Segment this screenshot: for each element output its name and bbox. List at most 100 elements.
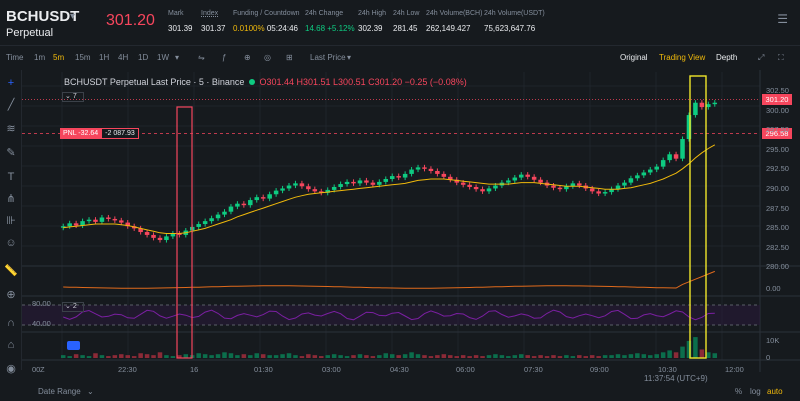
ohlc-change: −0.25 (−0.08%) <box>404 77 467 87</box>
volume-bar <box>531 356 537 358</box>
low-value: 281.45 <box>393 24 418 33</box>
volume-quote-stat: 24h Volume(USDT) 75,623,647.76 <box>484 10 545 33</box>
volume-bar <box>112 355 118 358</box>
fullscreen-icon[interactable]: ⤢ <box>758 53 765 62</box>
screenshot-icon[interactable]: ◎ <box>264 53 271 62</box>
candle-body <box>422 167 427 169</box>
index-price-stat[interactable]: Index 301.37 <box>201 10 225 33</box>
interval-5m[interactable]: 5m <box>53 53 65 62</box>
high-stat: 24h High 302.39 <box>358 10 386 33</box>
price-type-select[interactable]: Last Price <box>310 53 346 62</box>
volume-bar <box>544 356 550 358</box>
candle-body <box>473 186 479 190</box>
time-axis-label: 03:00 <box>322 365 341 374</box>
interval-15m[interactable]: 15m <box>75 53 91 62</box>
ruler-icon[interactable]: 📏 <box>4 265 18 277</box>
candle-body <box>241 203 247 206</box>
interval-1w[interactable]: 1W <box>157 53 169 62</box>
interval-4h[interactable]: 4H <box>118 53 129 62</box>
pattern-icon[interactable]: ⋔ <box>6 193 16 205</box>
volume-bar <box>389 354 395 358</box>
view-depth[interactable]: Depth <box>716 53 738 62</box>
interval-1d[interactable]: 1D <box>138 53 149 62</box>
candle-body <box>157 237 163 241</box>
low-stat: 24h Low 281.45 <box>393 10 419 33</box>
volume-bar <box>99 355 105 358</box>
candle-body <box>293 183 298 186</box>
fx-icon[interactable]: ƒ <box>222 53 227 62</box>
candle-body <box>486 188 492 192</box>
crosshair-icon[interactable]: + <box>7 77 15 89</box>
interval-time[interactable]: Time <box>6 53 24 62</box>
interval-1m[interactable]: 1m <box>34 53 46 62</box>
candle-body <box>628 178 634 183</box>
timezone-z-icon[interactable]: Z <box>40 365 45 374</box>
indicators-icon[interactable]: ⇋ <box>198 53 205 62</box>
candle-body <box>435 171 440 174</box>
volume-bar <box>480 356 485 358</box>
volume-bar <box>596 356 601 358</box>
volume-bar <box>306 354 311 358</box>
interval-1h[interactable]: 1H <box>99 53 110 62</box>
price-axis-label: 292.50 <box>766 164 789 174</box>
candle-body <box>693 102 698 116</box>
volume-bar <box>460 355 466 358</box>
date-range-button[interactable]: Date Range <box>38 387 81 396</box>
price-axis-label: 280.00 <box>766 262 789 272</box>
volume-bar <box>622 355 627 358</box>
symbol-title[interactable]: BCHUSDT <box>6 8 80 25</box>
timezone-label[interactable]: 11:37:54 (UTC+9) <box>644 374 708 383</box>
volume-bar <box>273 355 279 358</box>
candle-body <box>641 172 647 176</box>
volume-bar <box>493 354 498 358</box>
symbol-dropdown-icon[interactable]: ▾ <box>70 11 76 22</box>
log-toggle[interactable]: log <box>750 387 761 396</box>
price-type-chevron-icon[interactable]: ▾ <box>347 53 352 62</box>
candle-body <box>609 189 614 193</box>
volume-bar <box>177 355 182 358</box>
settings-icon[interactable]: ☰ <box>777 12 788 26</box>
date-range-chevron-icon[interactable]: ⌄ <box>87 387 94 396</box>
volume-bar <box>402 354 408 358</box>
auto-toggle[interactable]: auto <box>767 387 783 396</box>
volume-bar <box>222 352 227 358</box>
view-trading-view[interactable]: Trading View <box>659 53 706 62</box>
volume-bar <box>331 354 337 358</box>
candle-body <box>686 115 692 140</box>
candle-body <box>260 197 266 199</box>
zoom-in-icon[interactable]: ⊕ <box>6 289 16 301</box>
trendline-icon[interactable]: ╱ <box>7 99 15 111</box>
brush-icon[interactable]: ✎ <box>6 147 16 159</box>
candle-body <box>312 189 318 192</box>
volume-bar <box>202 354 208 358</box>
lock-icon[interactable]: ⌂ <box>7 339 15 351</box>
volume-bar <box>467 356 472 358</box>
prediction-icon[interactable]: ⊪ <box>6 215 16 227</box>
percent-toggle[interactable]: % <box>735 387 743 396</box>
indicators-collapse[interactable]: ⌄ 7 <box>62 92 84 102</box>
position-label[interactable]: PNL -32.64 -2 087.93 <box>60 128 139 139</box>
lower-indicators-collapse[interactable]: ⌄ 2 <box>62 302 84 312</box>
oscillator-line <box>63 270 715 289</box>
more-intervals-icon[interactable]: ▾ <box>175 53 180 62</box>
ohlc-close: C301.20 <box>368 77 403 87</box>
compare-icon[interactable]: ⊕ <box>244 53 251 62</box>
text-icon[interactable]: T <box>7 171 15 183</box>
magnet-icon[interactable]: ∩ <box>7 317 15 329</box>
view-original[interactable]: Original <box>620 53 648 62</box>
volume-bar <box>667 350 672 358</box>
volume-bar <box>693 337 698 358</box>
candle-body <box>93 219 98 222</box>
volume-bar <box>80 355 85 358</box>
volume-bar <box>673 352 679 358</box>
rsi-pane <box>22 304 760 326</box>
emoji-icon[interactable]: ☺ <box>5 237 17 249</box>
price-axis-label: 285.00 <box>766 223 789 233</box>
fib-icon[interactable]: ≋ <box>6 123 16 135</box>
layout-icon[interactable]: ⊞ <box>286 53 293 62</box>
eye-icon[interactable]: ◉ <box>6 363 16 375</box>
volume-bar <box>280 354 285 358</box>
expand-icon[interactable]: ⛶ <box>778 53 784 62</box>
annotation-yellow-box <box>689 75 707 359</box>
